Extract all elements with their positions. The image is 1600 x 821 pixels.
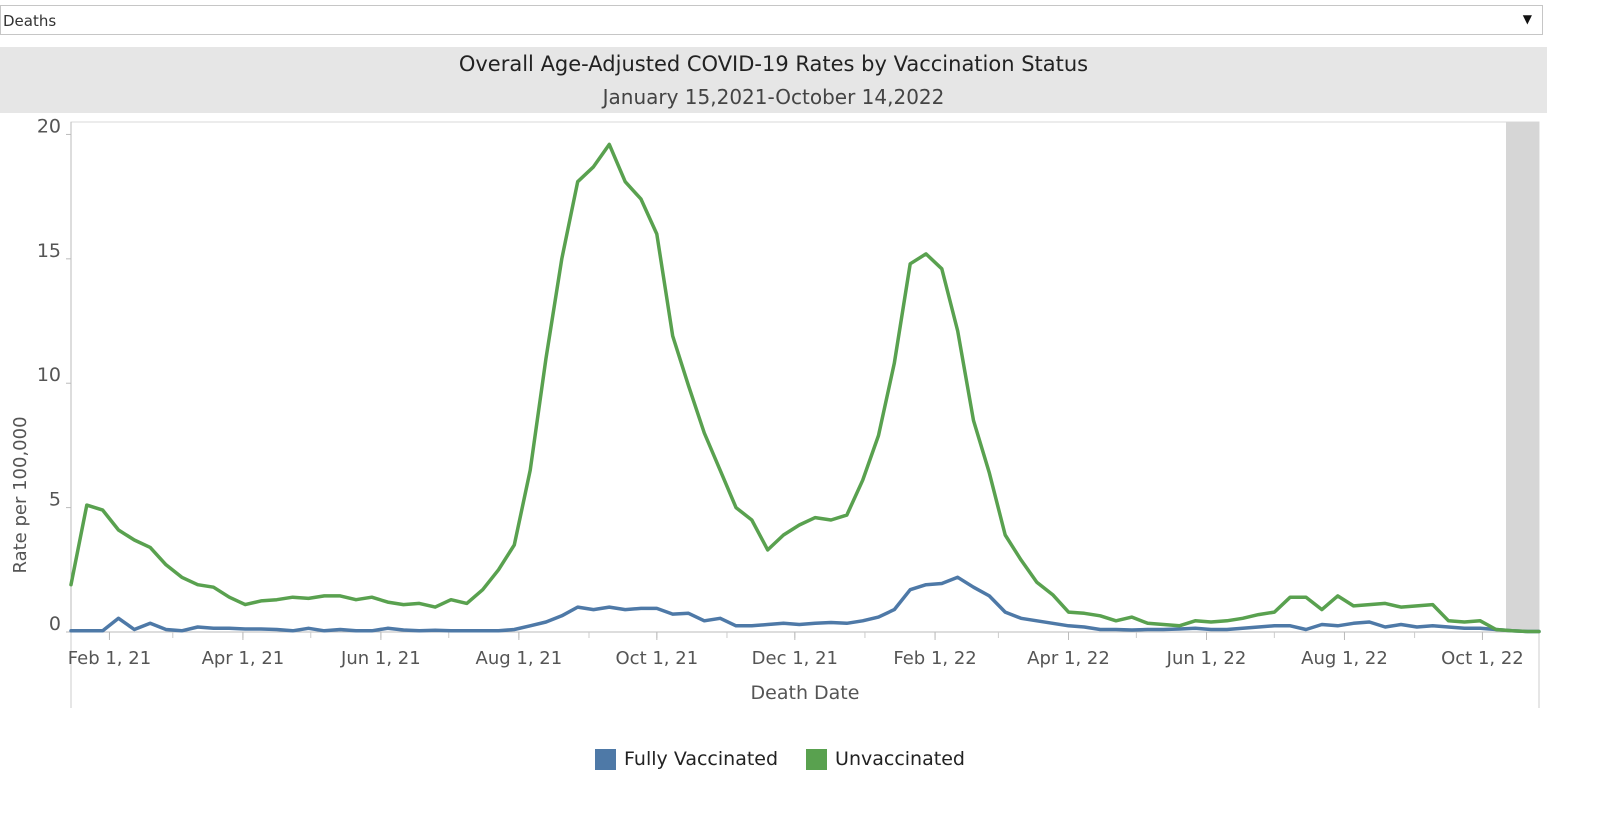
- line-chart: 0 5 10 15 20 Feb 1, 21 Apr 1, 21 Jun 1, 21 Aug …: [10, 118, 1541, 708]
- series-line-fully-vaccinated[interactable]: [69, 575, 1541, 634]
- legend-label: Fully Vaccinated: [624, 748, 779, 770]
- x-tick-label: Jun 1, 22: [1166, 648, 1247, 669]
- y-axis: 0 5 10 15 20: [37, 118, 72, 635]
- y-tick-label: 10: [37, 364, 61, 386]
- legend-item-fully-vaccinated[interactable]: Fully Vaccinated: [595, 748, 778, 770]
- chart-legend: Fully Vaccinated Unvaccinated: [0, 748, 1560, 770]
- chart-subtitle: January 15,2021-October 14,2022: [602, 85, 945, 109]
- y-tick-label: 5: [49, 489, 61, 511]
- x-tick-label: Feb 1, 21: [68, 648, 151, 669]
- y-tick-label: 15: [37, 240, 61, 262]
- y-tick-label: 0: [49, 613, 61, 635]
- chart-title: Overall Age-Adjusted COVID-19 Rates by V…: [458, 52, 1089, 76]
- x-tick-label: Apr 1, 22: [1027, 648, 1110, 669]
- y-tick-label: 20: [37, 118, 61, 137]
- measure-dropdown[interactable]: Deaths ▼: [0, 5, 1543, 35]
- legend-item-unvaccinated[interactable]: Unvaccinated: [806, 748, 965, 770]
- chevron-down-icon[interactable]: ▼: [1522, 12, 1532, 26]
- x-axis-label: Death Date: [751, 682, 860, 704]
- measure-dropdown-value: Deaths: [3, 12, 57, 30]
- chart-title-band: Overall Age-Adjusted COVID-19 Rates by V…: [0, 47, 1547, 113]
- legend-swatch: [806, 748, 828, 770]
- x-tick-label: Aug 1, 22: [1301, 648, 1388, 669]
- x-tick-label: Feb 1, 22: [893, 648, 976, 669]
- legend-swatch: [595, 748, 617, 770]
- series-layer: [69, 142, 1541, 634]
- x-tick-label: Aug 1, 21: [476, 648, 563, 669]
- series-line-unvaccinated[interactable]: [69, 142, 1541, 634]
- x-tick-label: Dec 1, 21: [752, 648, 838, 669]
- legend-label: Unvaccinated: [835, 748, 965, 770]
- x-tick-label: Oct 1, 21: [616, 648, 699, 669]
- y-axis-label: Rate per 100,000: [10, 416, 31, 573]
- plot-frame: [70, 121, 1540, 633]
- scroll-bar[interactable]: [1506, 122, 1539, 632]
- x-tick-label: Jun 1, 21: [340, 648, 421, 669]
- x-axis: Feb 1, 21 Apr 1, 21 Jun 1, 21 Aug 1, 21 Oct …: [68, 631, 1540, 708]
- x-tick-label: Apr 1, 21: [202, 648, 285, 669]
- x-tick-label: Oct 1, 22: [1441, 648, 1524, 669]
